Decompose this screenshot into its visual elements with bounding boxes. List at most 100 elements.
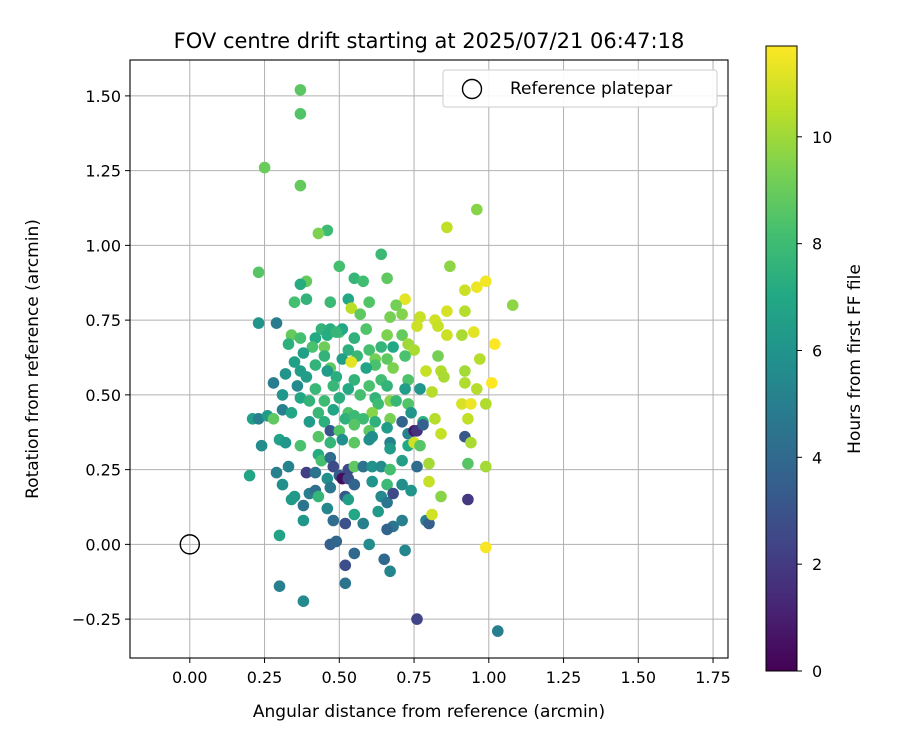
scatter-point bbox=[309, 466, 322, 479]
scatter-point bbox=[363, 380, 376, 392]
scatter-point bbox=[459, 365, 471, 377]
scatter-point bbox=[243, 469, 256, 482]
scatter-point bbox=[327, 380, 340, 392]
scatter-point bbox=[366, 475, 379, 488]
plot-frame bbox=[129, 59, 729, 659]
scatter-point bbox=[414, 383, 426, 395]
x-tick-label: 1.25 bbox=[546, 668, 582, 687]
scatter-point bbox=[312, 227, 325, 240]
scatter-point bbox=[333, 260, 346, 273]
scatter-point bbox=[252, 266, 265, 279]
scatter-point bbox=[318, 416, 331, 428]
scatter-point bbox=[399, 383, 411, 395]
scatter-point bbox=[312, 430, 325, 443]
scatter-point bbox=[414, 311, 426, 323]
scatter-point bbox=[366, 430, 379, 443]
scatter-point bbox=[387, 487, 399, 500]
scatter-point bbox=[381, 272, 393, 285]
scatter-point bbox=[465, 436, 477, 449]
scatter-point bbox=[438, 371, 450, 383]
scatter-point bbox=[324, 296, 337, 309]
x-tick-label: 1.50 bbox=[620, 668, 656, 687]
scatter-point bbox=[369, 416, 382, 428]
scatter-point bbox=[318, 350, 331, 362]
scatter-point bbox=[342, 383, 355, 395]
scatter-point bbox=[411, 320, 423, 332]
scatter-point bbox=[276, 389, 289, 401]
scatter-point bbox=[456, 398, 468, 410]
scatter-point bbox=[375, 248, 388, 261]
scatter-point bbox=[306, 341, 319, 353]
scatter-point bbox=[339, 577, 352, 590]
scatter-point bbox=[300, 466, 313, 479]
x-tick-label: 0.75 bbox=[396, 668, 432, 687]
scatter-point bbox=[381, 422, 393, 434]
scatter-point bbox=[321, 329, 334, 341]
scatter-point bbox=[354, 389, 367, 401]
scatter-point bbox=[279, 436, 292, 449]
scatter-point bbox=[402, 398, 414, 410]
scatter-point bbox=[381, 380, 393, 392]
x-tick-label: 0.00 bbox=[172, 668, 208, 687]
scatter-point bbox=[321, 224, 334, 237]
scatter-point bbox=[327, 514, 340, 527]
scatter-point bbox=[294, 439, 307, 452]
scatter-point bbox=[372, 398, 385, 410]
x-tick-label: 0.50 bbox=[321, 668, 357, 687]
chart-title: FOV centre drift starting at 2025/07/21 … bbox=[174, 29, 685, 53]
scatter-point bbox=[312, 407, 325, 419]
scatter-point bbox=[333, 392, 346, 404]
scatter-point bbox=[333, 425, 346, 437]
scatter-point bbox=[312, 490, 325, 503]
scatter-point bbox=[348, 374, 361, 386]
scatter-point bbox=[396, 416, 408, 428]
scatter-point bbox=[342, 293, 355, 306]
scatter-point bbox=[468, 326, 480, 338]
scatter-point bbox=[381, 496, 393, 509]
scatter-point bbox=[372, 505, 385, 518]
scatter-point bbox=[294, 392, 307, 404]
colorbar-tick-label: 6 bbox=[812, 341, 822, 360]
scatter-point bbox=[471, 203, 483, 216]
scatter-point bbox=[345, 302, 358, 315]
scatter-point bbox=[366, 460, 379, 473]
scatter-point bbox=[462, 413, 474, 425]
scatter-point bbox=[480, 398, 492, 410]
scatter-point bbox=[486, 377, 498, 389]
scatter-point bbox=[492, 625, 504, 637]
scatter-point bbox=[321, 365, 334, 377]
scatter-point bbox=[288, 296, 301, 309]
scatter-point bbox=[387, 341, 399, 353]
scatter-point bbox=[366, 407, 379, 419]
scatter-point bbox=[506, 299, 519, 312]
scatter-point bbox=[348, 436, 361, 449]
scatter-point bbox=[285, 407, 298, 419]
scatter-point bbox=[426, 508, 438, 521]
scatter-point bbox=[462, 457, 474, 470]
scatter-point bbox=[429, 413, 441, 425]
colorbar-tick-label: 2 bbox=[812, 555, 822, 574]
scatter-point bbox=[348, 478, 361, 491]
legend-box bbox=[442, 69, 718, 108]
legend-entry-reference-platepar: Reference platepar bbox=[510, 79, 672, 99]
scatter-point bbox=[480, 460, 492, 473]
scatter-point bbox=[423, 457, 435, 470]
scatter-point bbox=[327, 460, 340, 473]
scatter-point bbox=[420, 365, 432, 377]
scatter-point bbox=[276, 478, 289, 491]
scatter-point bbox=[363, 344, 376, 356]
x-tick-label: 0.25 bbox=[247, 668, 283, 687]
scatter-point bbox=[324, 436, 337, 449]
scatter-point bbox=[294, 332, 307, 344]
scatter-point bbox=[441, 221, 453, 234]
scatter-point bbox=[369, 359, 382, 371]
scatter-point bbox=[375, 460, 388, 473]
scatter-point bbox=[471, 383, 483, 395]
scatter-point bbox=[417, 419, 429, 431]
scatter-point bbox=[303, 395, 316, 407]
scatter-point bbox=[252, 413, 265, 425]
scatter-point bbox=[294, 84, 307, 96]
scatter-point bbox=[390, 395, 402, 407]
scatter-point bbox=[348, 547, 361, 560]
